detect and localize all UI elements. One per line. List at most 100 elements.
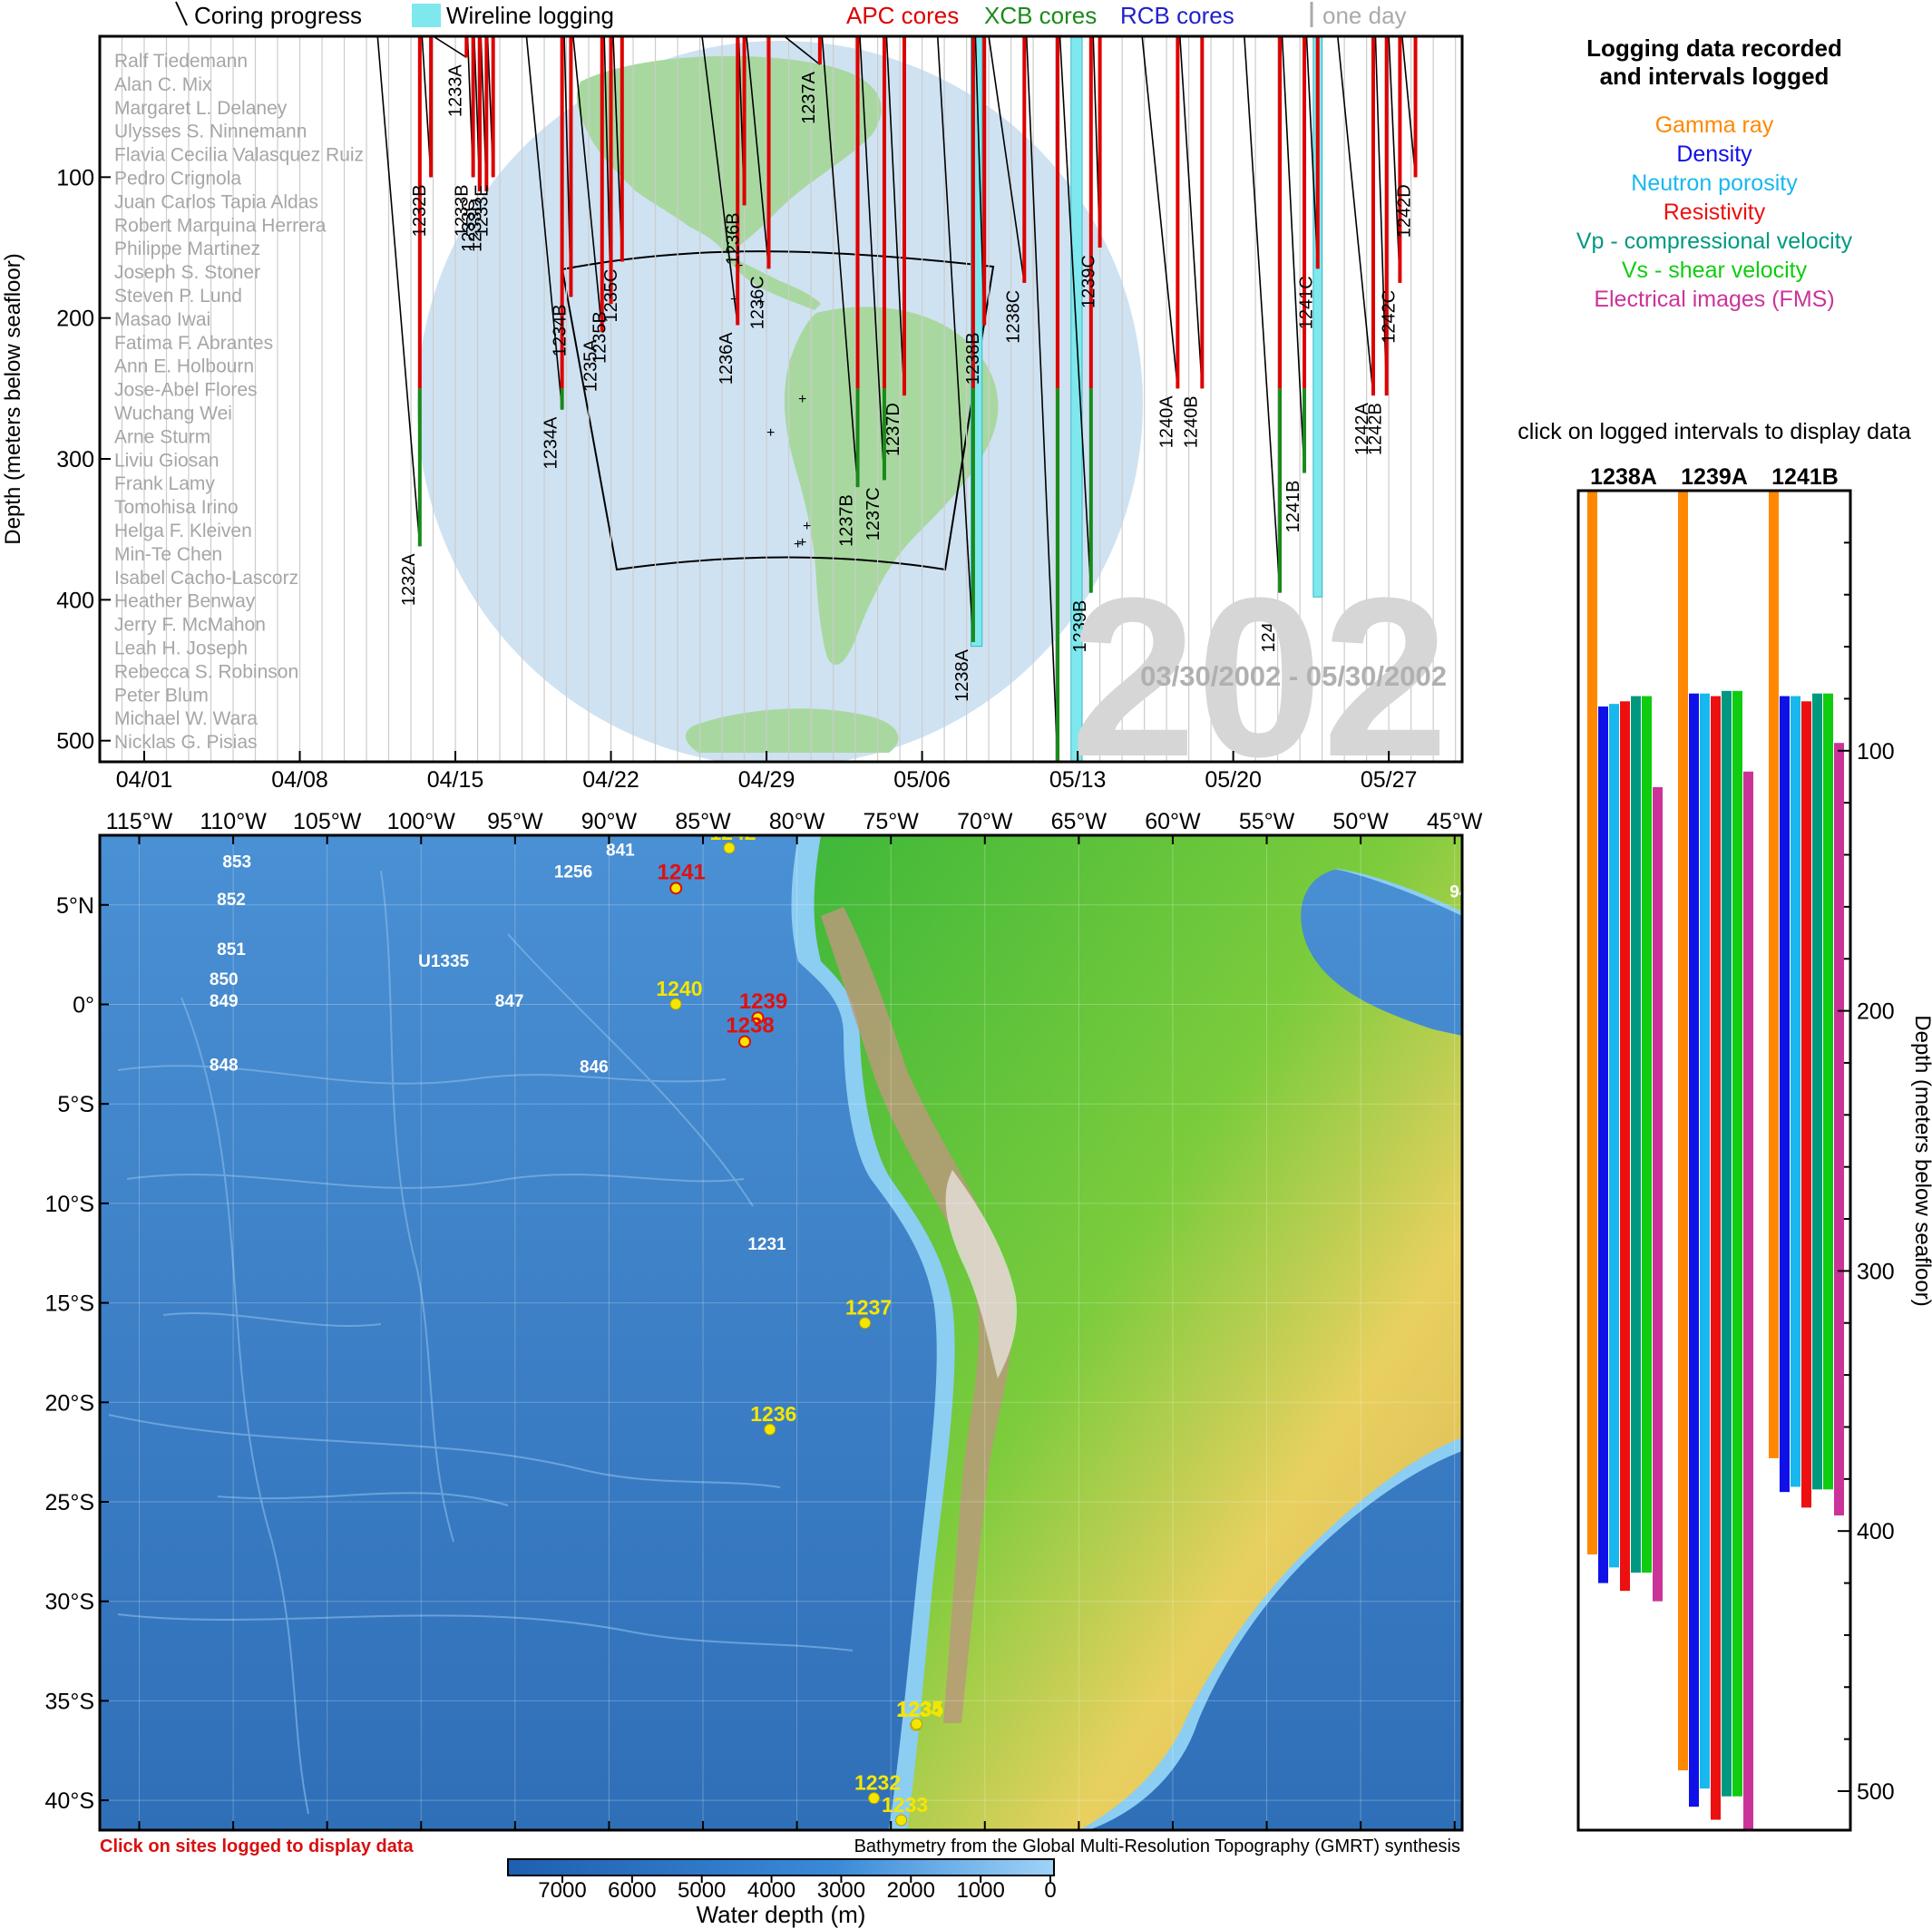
coring-progress-line <box>859 36 885 481</box>
logging-interval-bar[interactable] <box>1769 491 1779 1458</box>
site-marker-leg <box>669 998 682 1010</box>
site-label-other: 1256 <box>554 862 592 882</box>
x-tick-label: 05/27 <box>1361 767 1418 793</box>
timeline-panel: + + + + + + + + 1232A 1232B 1233A 1233B1233… <box>1 34 1464 804</box>
participant-name: Masao Iwai <box>114 309 210 330</box>
logging-interval-bar[interactable] <box>1653 786 1663 1602</box>
colorbar-tick-label: 4000 <box>747 1878 795 1903</box>
logging-interval-bar[interactable] <box>1801 701 1811 1508</box>
logging-interval-bar[interactable] <box>1834 743 1844 1515</box>
hole-label: 1235B <box>590 311 610 364</box>
lon-label: 80°W <box>769 809 825 834</box>
logging-interval-bar[interactable] <box>1678 491 1688 1771</box>
logging-interval-bar[interactable] <box>1780 696 1790 1493</box>
lat-label: 5°N <box>56 893 94 919</box>
lat-label: 0° <box>73 992 94 1018</box>
hole-label: 1242D <box>1395 184 1415 238</box>
wireline-interval-1239A[interactable] <box>1070 36 1083 762</box>
svg-text:+: + <box>798 535 806 550</box>
hole-label: 1240A <box>1156 395 1176 448</box>
hole-label: 1241A <box>1259 599 1279 652</box>
legend-wireline-logging: Wireline logging <box>446 2 614 29</box>
hole-label: 1235A <box>581 339 601 392</box>
site-label-other: 841 <box>606 841 635 860</box>
hole-label: 1233E <box>473 184 493 237</box>
logging-interval-bar[interactable] <box>1743 771 1753 1831</box>
lat-label: 5°S <box>57 1092 94 1117</box>
logging-hole-label[interactable]: 1239A <box>1681 464 1748 490</box>
colorbar-label: Water depth (m) <box>697 1901 866 1928</box>
site-marker-leg <box>723 842 736 854</box>
colorbar-tick-label: 0 <box>1044 1878 1056 1903</box>
logging-interval-bar[interactable] <box>1609 704 1619 1568</box>
y-tick-label: 400 <box>56 588 94 613</box>
legend-xcb-cores: XCB cores <box>984 2 1097 29</box>
hole-label: 1235C <box>601 269 621 323</box>
logging-frame <box>1576 489 1852 1832</box>
wireline-interval-1241B[interactable] <box>1312 36 1323 598</box>
logging-interval-bar[interactable] <box>1812 693 1822 1490</box>
participant-name: Jerry F. McMahon <box>114 615 266 636</box>
logging-hole-label[interactable]: 1241B <box>1771 464 1839 490</box>
logging-interval-bars[interactable] <box>1587 491 1844 1831</box>
logging-interval-bar[interactable] <box>1587 491 1597 1554</box>
site-marker-leg <box>859 1317 872 1330</box>
site-marker-logged[interactable] <box>669 882 683 895</box>
site-label-logged[interactable]: 1238 <box>726 1014 774 1038</box>
logging-interval-bar[interactable] <box>1722 690 1732 1797</box>
map-longitude-axis: 115°W 110°W 105°W 100°W 95°W 90°W 85°W 80°W 75°W… <box>106 809 1483 1830</box>
colorbar-tick-label: 1000 <box>956 1878 1004 1903</box>
site-marker-logged[interactable] <box>738 1035 752 1048</box>
site-label-other: 942 <box>1449 882 1478 901</box>
andes-mountains <box>821 907 1013 1723</box>
participant-name: Pedro Crignola <box>114 169 241 190</box>
site-label-other: 1231 <box>747 1235 786 1254</box>
site-marker-logged[interactable] <box>751 1011 765 1025</box>
tool-legend-entry: Resistivity <box>1664 200 1766 225</box>
coring-progress-icon <box>175 1 188 26</box>
coring-progress-line <box>1025 36 1059 762</box>
svg-text:+: + <box>803 519 811 534</box>
south-america-land <box>814 835 1462 1830</box>
coring-progress-line <box>1059 36 1092 593</box>
participant-name: Flavia Cecilia Valasquez Ruiz <box>114 145 364 166</box>
lat-label: 15°S <box>45 1291 94 1317</box>
logging-interval-bar[interactable] <box>1791 696 1800 1487</box>
ocean-relief-texture <box>108 870 854 1815</box>
coring-progress-line <box>1244 36 1281 593</box>
logging-interval-bar[interactable] <box>1711 696 1721 1820</box>
participant-name: Joseph S. Stoner <box>114 262 260 283</box>
logging-interval-bar[interactable] <box>1642 696 1652 1573</box>
site-label-leg: 1242 <box>709 821 756 844</box>
lon-label: 50°W <box>1332 809 1389 834</box>
participant-name: Wuchang Wei <box>114 404 232 424</box>
logging-hole-label[interactable]: 1238A <box>1590 464 1657 490</box>
site-label-logged[interactable]: 1241 <box>657 860 705 884</box>
logging-interval-bar[interactable] <box>1823 693 1833 1490</box>
logging-interval-bar[interactable] <box>1732 690 1742 1797</box>
logging-interval-bar[interactable] <box>1700 693 1710 1789</box>
logging-interval-bar[interactable] <box>1689 693 1699 1807</box>
participant-name: Frank Lamy <box>114 473 215 494</box>
legend-apc-cores: APC cores <box>846 2 959 29</box>
coring-progress-line <box>885 36 905 396</box>
globe-north-america <box>576 55 882 254</box>
coring-progress-line <box>376 36 421 547</box>
coring-progress-line <box>1281 36 1305 473</box>
log-y-tick-label: 200 <box>1857 999 1895 1025</box>
click-sites-note[interactable]: Click on sites logged to display data <box>100 1836 415 1856</box>
logging-interval-bar[interactable] <box>1631 696 1641 1573</box>
coring-progress-line <box>572 36 603 333</box>
coring-progress-line <box>746 36 770 269</box>
participant-name: Rebecca S. Robinson <box>114 661 298 682</box>
logging-interval-bar[interactable] <box>1620 701 1630 1592</box>
hole-label: 1242B <box>1366 403 1386 455</box>
hole-label: 1236C <box>748 276 768 329</box>
hole-label: 1237A <box>799 71 819 123</box>
site-label-logged[interactable]: 1239 <box>739 989 787 1014</box>
participant-name: Nicklas G. Pisias <box>114 732 258 753</box>
logging-interval-bar[interactable] <box>1598 706 1608 1583</box>
lon-label: 100°W <box>387 809 456 834</box>
